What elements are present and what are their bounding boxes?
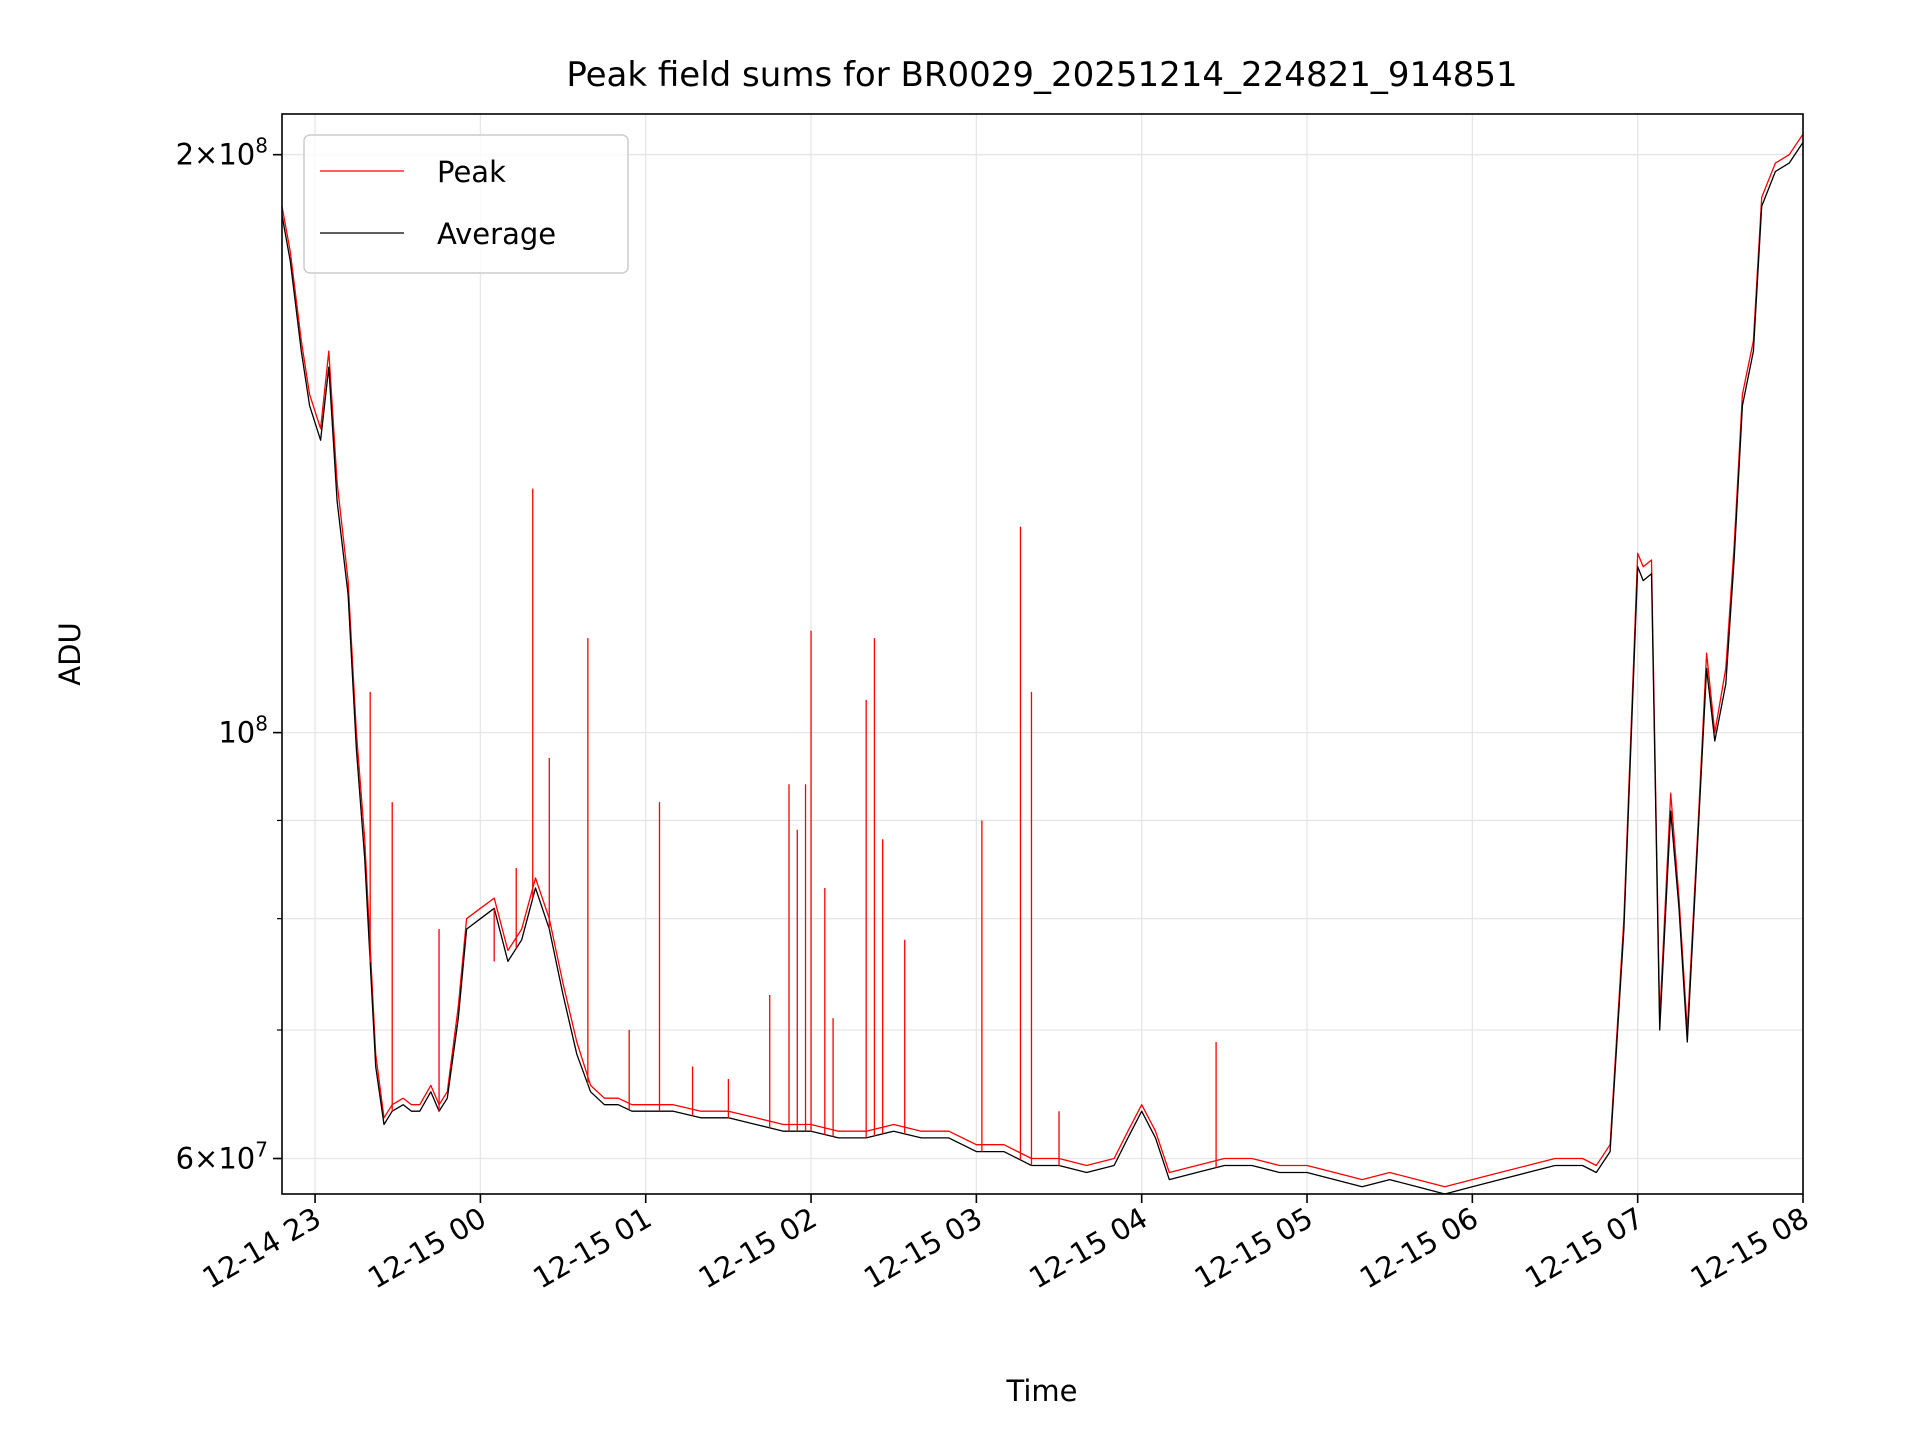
legend: Peak Average: [303, 134, 629, 274]
series-line-average: [282, 141, 1803, 1194]
y-axis-label: ADU: [53, 622, 87, 685]
plot-area: [282, 133, 1803, 1194]
legend-label-average: Average: [437, 217, 556, 251]
series-line-peak: [282, 133, 1803, 1188]
y-tick-label: 6×107: [176, 1138, 268, 1176]
y-tick-label: 108: [218, 712, 268, 750]
chart-title: Peak field sums for BR0029_20251214_2248…: [566, 55, 1517, 95]
y-tick-label: 2×108: [176, 134, 268, 172]
plot-frame: [281, 113, 1804, 1195]
legend-box: [303, 134, 629, 274]
legend-label-peak: Peak: [437, 155, 506, 189]
x-axis-label: Time: [1006, 1374, 1078, 1408]
series-lines: [282, 133, 1803, 1194]
